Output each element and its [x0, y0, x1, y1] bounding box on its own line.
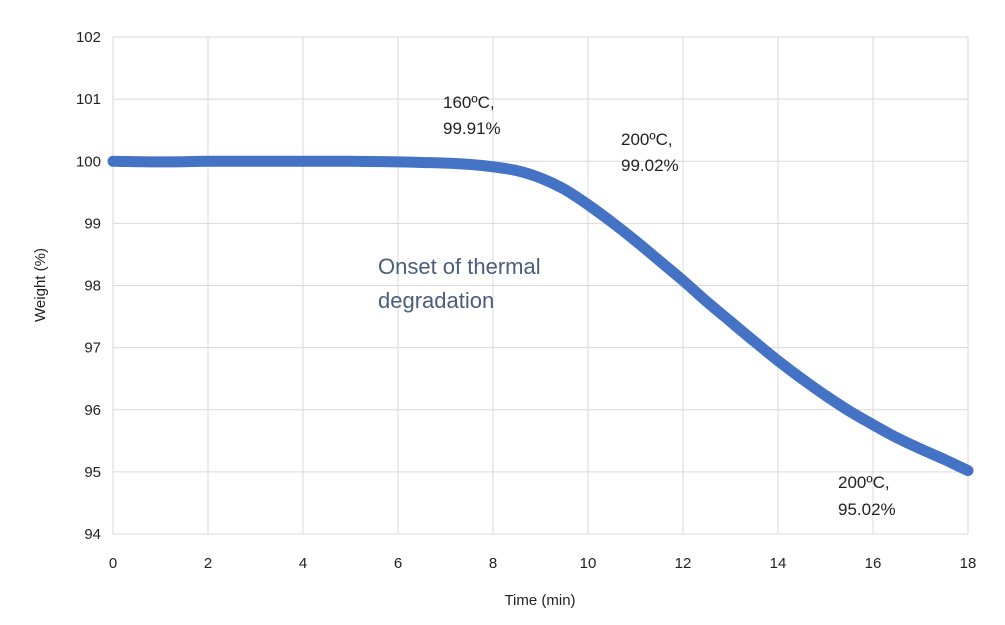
x-tick-label: 18	[960, 555, 977, 572]
annotation-200c-second-line1: 200ºC,	[838, 473, 890, 492]
y-tick-label: 96	[84, 402, 101, 419]
x-tick-label: 0	[109, 555, 117, 572]
annotation-onset: Onset of thermal degradation	[378, 254, 541, 313]
annotation-200c-second-line2: 95.02%	[838, 500, 896, 519]
annotation-onset-line2: degradation	[378, 288, 494, 313]
y-tick-label: 97	[84, 340, 101, 357]
y-tick-label: 94	[84, 526, 101, 543]
x-tick-label: 12	[675, 555, 692, 572]
x-tick-label: 4	[299, 555, 307, 572]
grid	[112, 36, 969, 535]
x-tick-label: 2	[204, 555, 212, 572]
annotation-200c-first-line2: 99.02%	[621, 156, 679, 175]
weight-series-line	[107, 155, 974, 477]
annotation-onset-line1: Onset of thermal	[378, 254, 541, 279]
annotation-160c: 160ºC, 99.91%	[443, 93, 501, 138]
annotation-200c-first: 200ºC, 99.02%	[621, 130, 679, 175]
x-tick-label: 6	[394, 555, 402, 572]
y-tick-label: 100	[76, 153, 101, 170]
annotation-200c-first-line1: 200ºC,	[621, 130, 673, 149]
y-axis-title: Weight (%)	[32, 248, 49, 322]
y-tick-label: 99	[84, 215, 101, 232]
x-tick-label: 16	[865, 555, 882, 572]
y-tick-label: 98	[84, 278, 101, 295]
annotation-200c-second: 200ºC, 95.02%	[838, 473, 896, 519]
x-tick-label: 8	[489, 555, 497, 572]
x-tick-label: 10	[580, 555, 597, 572]
annotation-160c-line1: 160ºC,	[443, 93, 495, 112]
y-tick-label: 95	[84, 464, 101, 481]
annotation-160c-line2: 99.91%	[443, 119, 501, 138]
x-axis-title: Time (min)	[504, 592, 575, 609]
y-tick-label: 102	[76, 29, 101, 46]
y-axis-ticks: 94 95 96 97 98 99 100 101 102	[76, 29, 101, 543]
x-axis-ticks: 0 2 4 6 8 10 12 14 16 18	[109, 555, 977, 572]
y-tick-label: 101	[76, 91, 101, 108]
x-tick-label: 14	[770, 555, 787, 572]
